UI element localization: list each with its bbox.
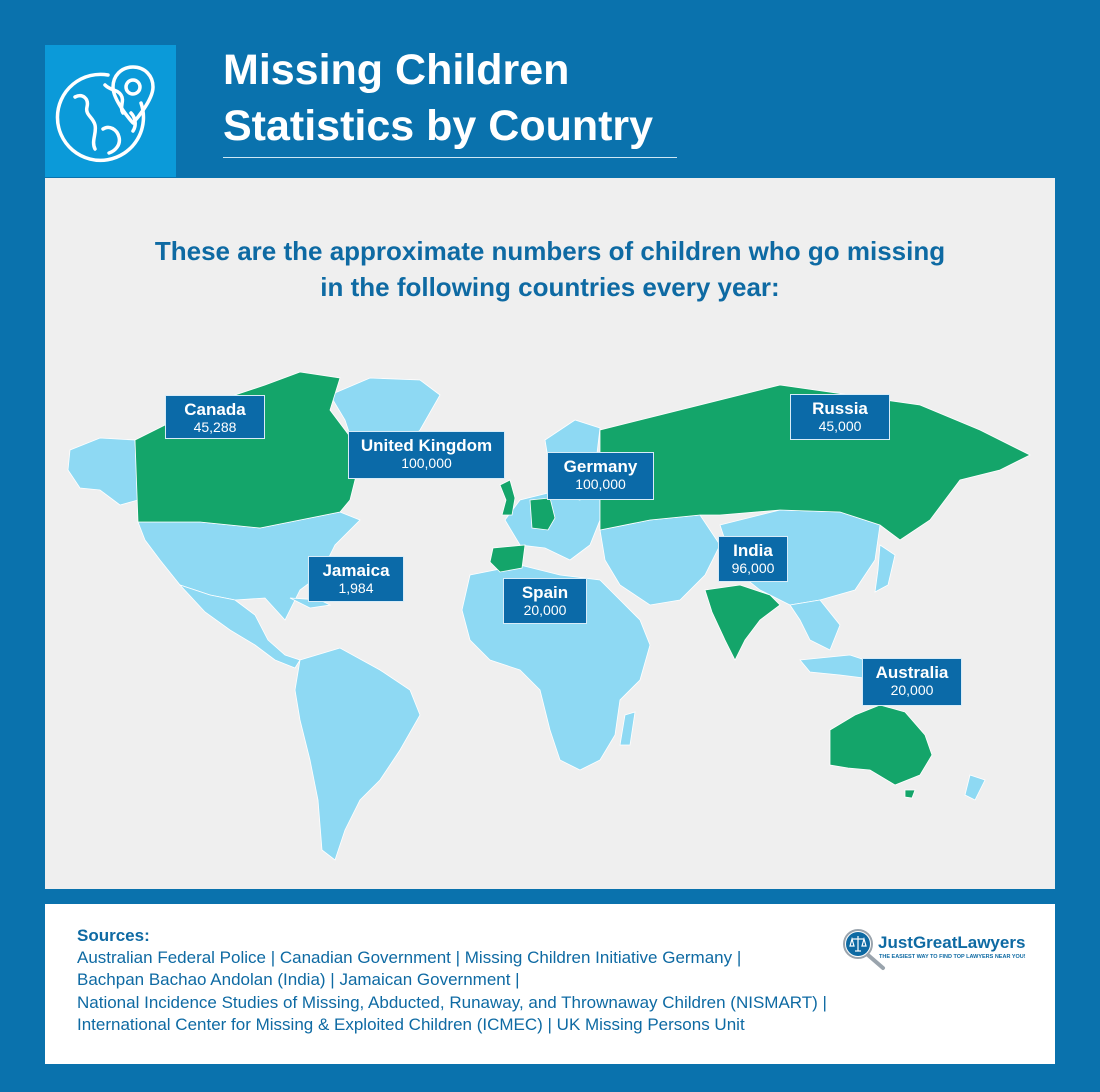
new-zealand-shape	[964, 774, 986, 801]
callout-australia: Australia 20,000	[862, 658, 962, 706]
callout-india: India 96,000	[718, 536, 788, 582]
tasmania-shape	[904, 789, 916, 799]
callout-value: 100,000	[401, 455, 452, 471]
intro-line-1: These are the approximate numbers of chi…	[154, 236, 946, 266]
callout-russia: Russia 45,000	[790, 394, 890, 440]
header-icon-box	[45, 45, 176, 177]
callout-value: 100,000	[575, 476, 626, 492]
callout-canada: Canada 45,288	[165, 395, 265, 439]
callout-name: Australia	[875, 663, 949, 682]
callout-name: Russia	[812, 399, 868, 418]
globe-location-pin-icon	[55, 65, 155, 163]
callout-name: India	[733, 541, 773, 560]
southeast-asia-shape	[789, 599, 841, 651]
title-line-2: Statistics by Country	[223, 102, 654, 150]
callout-value: 45,288	[193, 419, 237, 435]
title-underline	[223, 157, 677, 158]
sources-heading: Sources:	[77, 926, 150, 945]
madagascar-shape	[619, 711, 636, 746]
callout-jamaica: Jamaica 1,984	[308, 556, 404, 602]
india-shape	[704, 584, 781, 661]
logo-tagline: THE EASIEST WAY TO FIND TOP LAWYERS NEAR…	[879, 954, 1026, 960]
callout-value: 20,000	[890, 682, 934, 698]
callout-value: 96,000	[731, 560, 775, 576]
logo-name: JustGreatLawyers	[878, 933, 1026, 952]
callout-value: 20,000	[523, 602, 567, 618]
source-line: Australian Federal Police | Canadian Gov…	[77, 948, 742, 967]
alaska-shape	[67, 437, 139, 506]
south-america-shape	[294, 647, 421, 861]
middle-east-shape	[599, 514, 721, 606]
page-title: Missing Children Statistics by Country	[223, 42, 693, 154]
source-line: International Center for Missing & Explo…	[77, 1015, 745, 1034]
callout-united-kingdom: United Kingdom 100,000	[348, 431, 505, 479]
callout-name: United Kingdom	[360, 436, 493, 455]
russia-shape	[599, 384, 1031, 541]
australia-shape	[829, 704, 933, 786]
callout-name: Germany	[563, 457, 638, 476]
callout-value: 1,984	[338, 580, 374, 596]
intro-text: These are the approximate numbers of chi…	[0, 233, 1100, 305]
callout-name: Canada	[184, 400, 246, 419]
callout-germany: Germany 100,000	[547, 452, 654, 500]
spain-shape	[489, 544, 526, 573]
uk-shape	[499, 479, 516, 516]
callout-name: Jamaica	[322, 561, 390, 580]
callout-name: Spain	[521, 583, 569, 602]
japan-shape	[874, 544, 896, 593]
source-line: Bachpan Bachao Andolan (India) | Jamaica…	[77, 970, 520, 989]
germany-shape	[529, 497, 556, 531]
sources-panel	[45, 904, 1055, 1064]
source-line: National Incidence Studies of Missing, A…	[77, 993, 827, 1012]
callout-value: 45,000	[818, 418, 862, 434]
callout-spain: Spain 20,000	[503, 578, 587, 624]
title-line-1: Missing Children	[223, 46, 570, 94]
scales-magnifier-icon	[843, 929, 885, 970]
intro-line-2: in the following countries every year:	[320, 272, 780, 302]
